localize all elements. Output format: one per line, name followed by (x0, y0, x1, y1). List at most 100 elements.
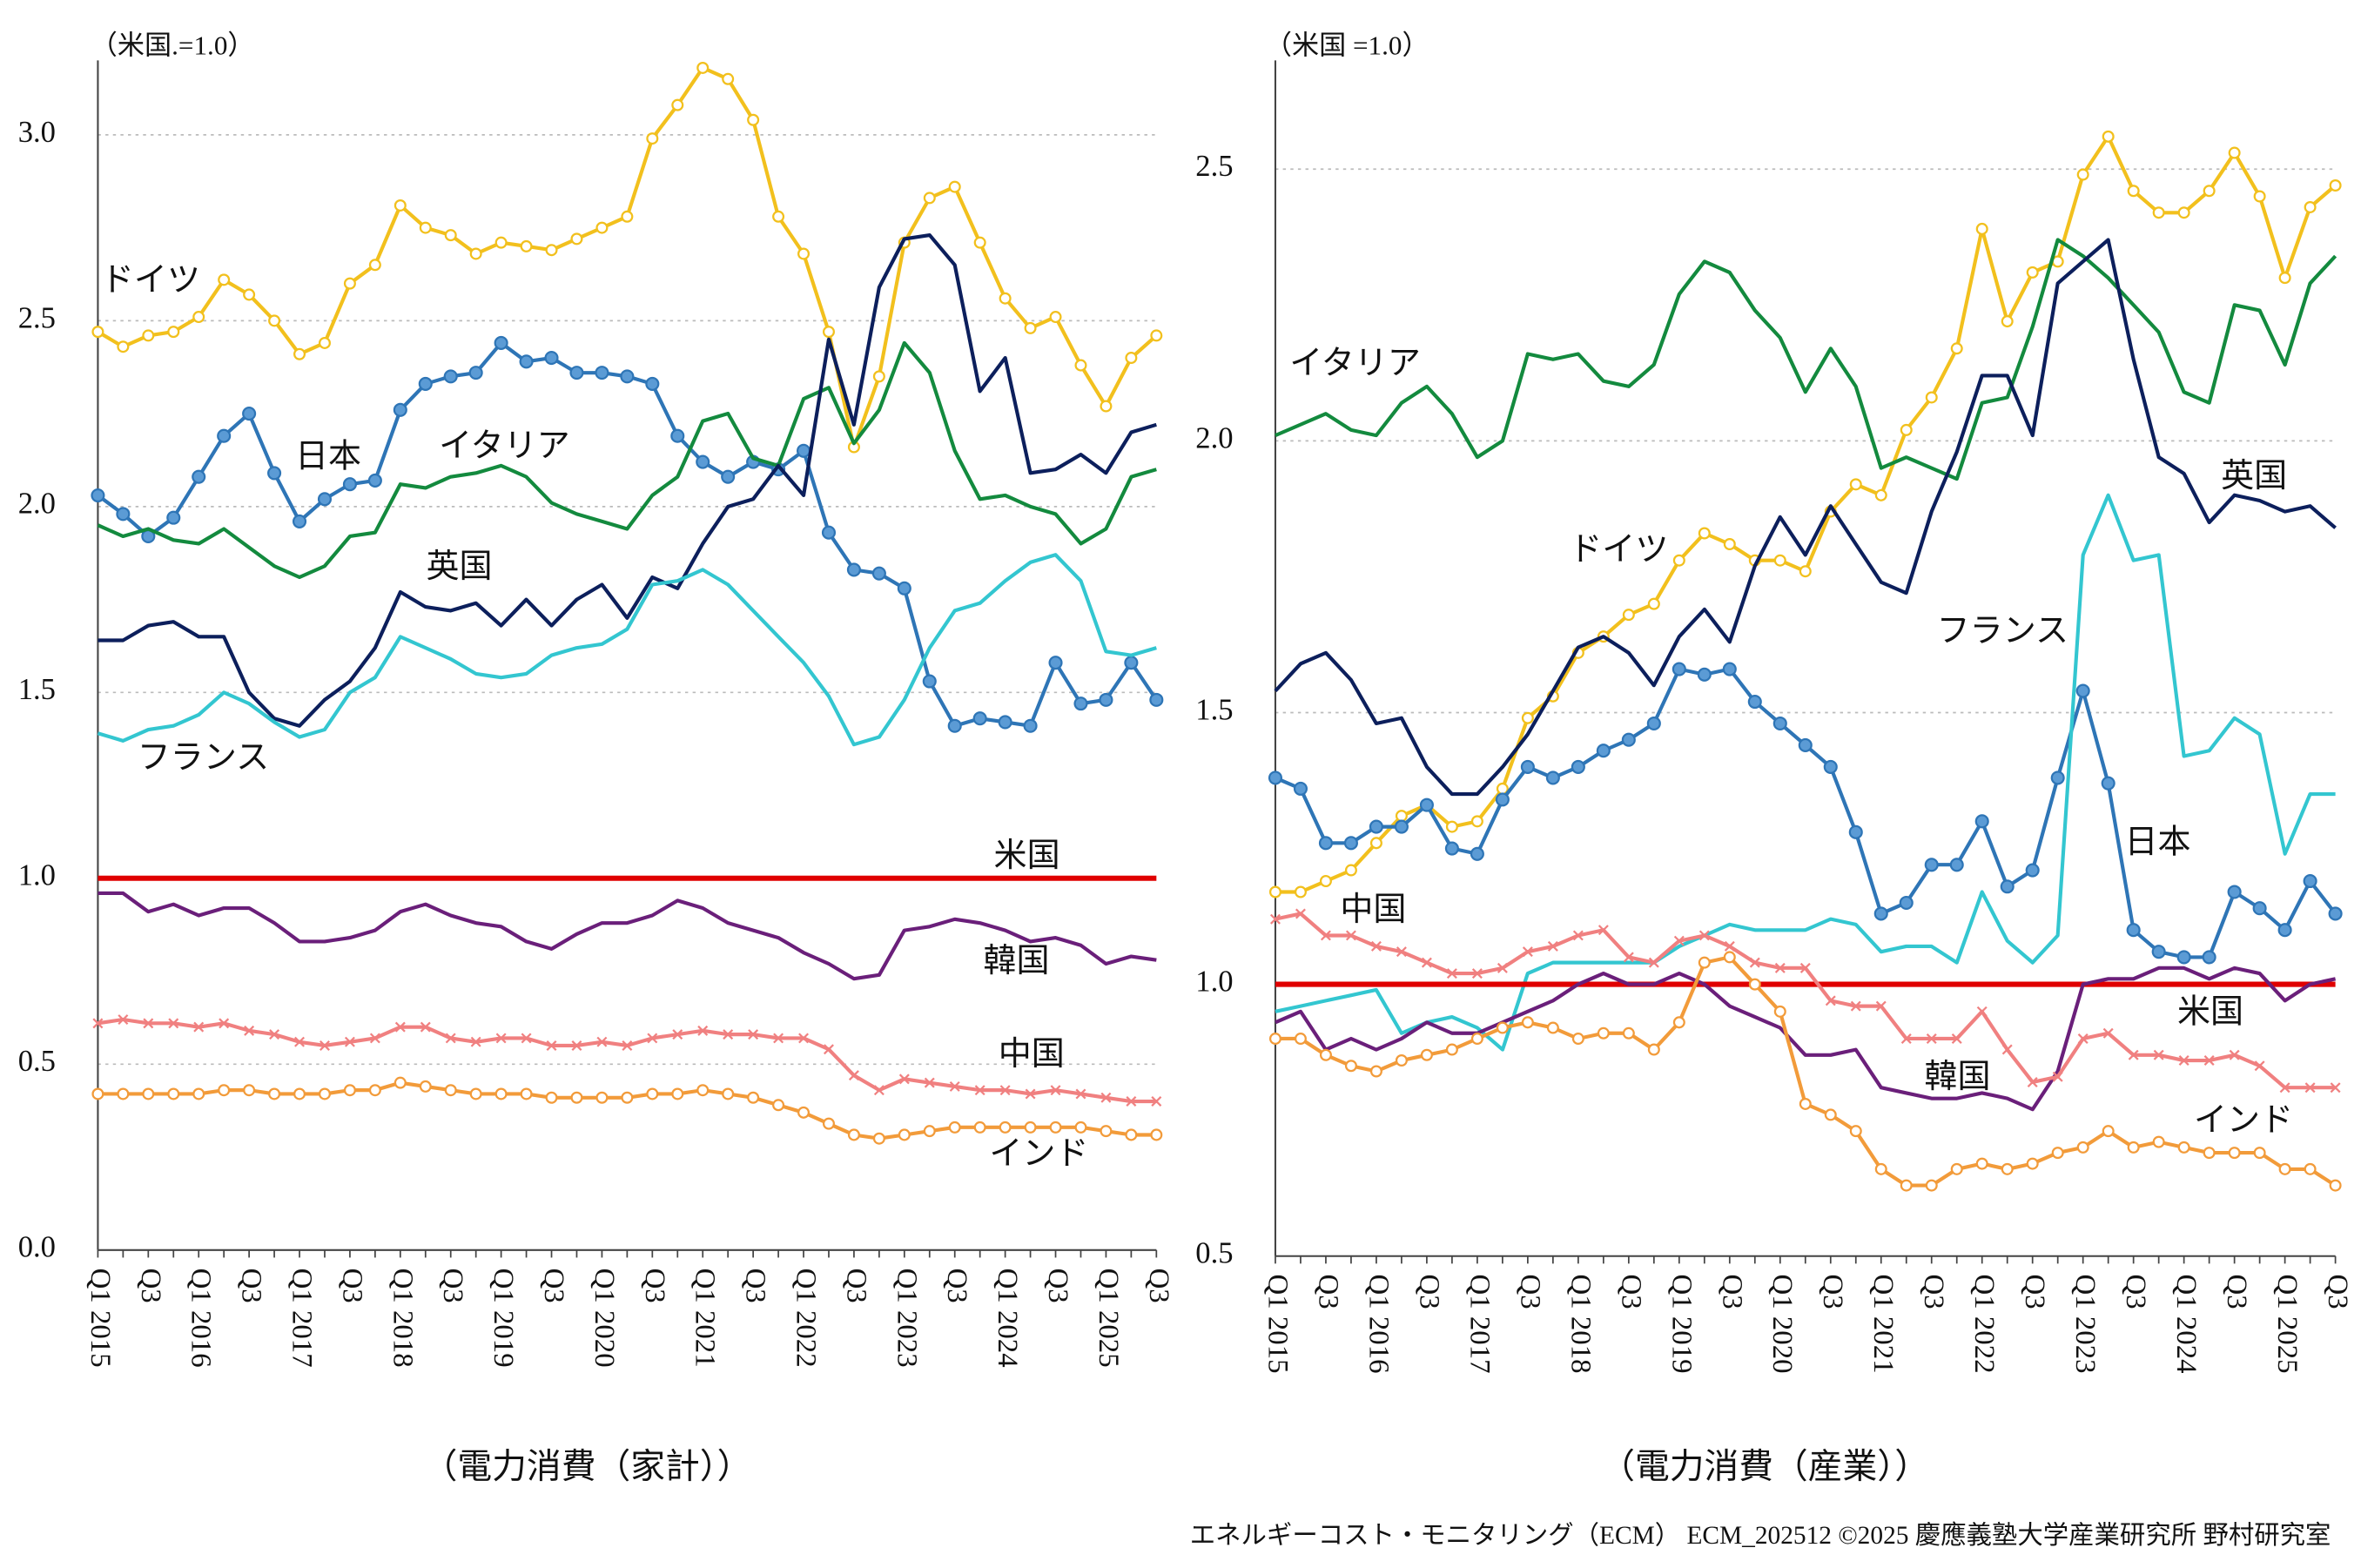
point (1748, 978, 1761, 991)
point (1723, 537, 1736, 550)
point (1268, 885, 1281, 898)
y-tick-label: 0.0 (18, 1231, 56, 1264)
point (671, 98, 684, 111)
point (469, 1087, 482, 1100)
point (1419, 797, 1434, 812)
point (545, 1091, 558, 1104)
point (2278, 1162, 2291, 1175)
point (544, 350, 559, 366)
point (2202, 950, 2216, 965)
point (267, 466, 282, 481)
point (2027, 1076, 2038, 1087)
point (571, 1040, 582, 1051)
point (646, 132, 659, 145)
point (319, 1040, 330, 1051)
point (269, 1029, 280, 1040)
point (394, 1021, 406, 1033)
point (1124, 656, 1139, 670)
point (166, 510, 181, 525)
point (999, 1120, 1012, 1134)
point (1672, 554, 1685, 567)
point (822, 1117, 835, 1130)
x-tick-label: Q3 (740, 1269, 771, 1303)
point (420, 1021, 431, 1033)
point (2152, 1135, 2165, 1148)
point (1496, 1021, 1509, 1034)
point (2000, 879, 2015, 894)
point (394, 199, 407, 212)
point (1925, 391, 1938, 404)
point (1445, 820, 1458, 833)
point (1126, 1096, 1137, 1107)
point (1547, 940, 1558, 952)
point (721, 469, 736, 484)
x-tick-label: Q1 2024 (992, 1269, 1023, 1368)
point (722, 1087, 735, 1100)
x-tick-label: Q1 2018 (1564, 1274, 1596, 1373)
point (1293, 781, 1308, 796)
point (2052, 1071, 2063, 1082)
point (2229, 1049, 2240, 1060)
point (469, 247, 482, 260)
point (218, 1084, 231, 1097)
point (922, 674, 937, 689)
point (1951, 1033, 1962, 1045)
point (1724, 940, 1735, 952)
x-tick-label: Q1 2025 (1093, 1269, 1124, 1368)
point (219, 1018, 230, 1029)
point (2176, 950, 2191, 965)
series-label: 中国 (999, 1036, 1065, 1073)
point (2253, 1147, 2266, 1160)
point (924, 1077, 935, 1088)
point (722, 72, 735, 85)
point (1850, 1000, 1861, 1012)
point (1976, 1006, 1988, 1017)
point (871, 566, 886, 581)
series-label: インド (989, 1135, 1088, 1172)
footer: エネルギーコスト・モニタリング（ECM） ECM_202512 ©2025 慶應… (1190, 1521, 2331, 1550)
point (747, 1091, 760, 1104)
point (1621, 732, 1636, 747)
point (797, 247, 811, 260)
point (2279, 1082, 2290, 1094)
point (1150, 1128, 1163, 1141)
x-tick-label: Q1 2021 (689, 1269, 721, 1368)
point (1773, 1005, 1786, 1018)
y-tick-label: 2.0 (1195, 421, 1233, 454)
point (1546, 1021, 1559, 1034)
y-tick-label: 2.5 (1195, 150, 1233, 183)
point (494, 236, 508, 249)
point (1343, 836, 1358, 851)
point (1974, 814, 1989, 829)
x-tick-label: Q3 (336, 1269, 367, 1303)
point (595, 221, 609, 234)
series-label: 米国 (2177, 994, 2243, 1031)
point (2102, 1125, 2115, 1138)
point (596, 1036, 608, 1047)
series-line (1275, 238, 2337, 481)
point (1598, 925, 1609, 936)
point (167, 326, 180, 339)
point (192, 469, 206, 484)
series-label: ドイツ (101, 262, 200, 299)
point (344, 1036, 355, 1047)
point (1023, 718, 1038, 733)
point (167, 1087, 180, 1100)
point (2050, 771, 2065, 785)
series-line (1275, 134, 2337, 894)
series-line (1275, 493, 2336, 1052)
point (696, 1084, 710, 1097)
x-tick-label: Q1 2018 (387, 1269, 418, 1368)
point (2203, 1055, 2215, 1066)
point (898, 1073, 910, 1085)
point (1421, 957, 1432, 968)
point (2102, 130, 2115, 143)
point (368, 1084, 381, 1097)
y-tick-label: 1.0 (1195, 966, 1233, 999)
point (168, 1018, 179, 1029)
point (2025, 863, 2040, 878)
x-tick-label: Q1 2019 (1665, 1274, 1697, 1373)
point (1926, 1033, 1937, 1045)
point (2177, 206, 2190, 219)
